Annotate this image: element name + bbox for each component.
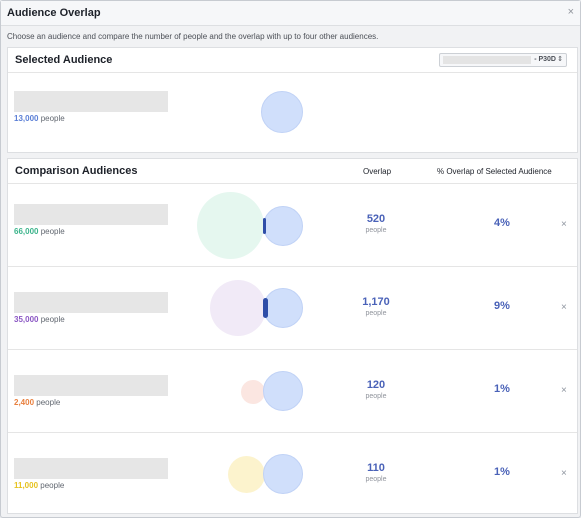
audience-count: 2,400 people [14,398,60,407]
audience-count: 35,000 people [14,315,65,324]
comparison-audiences-panel: Comparison Audiences Overlap % Overlap o… [7,158,578,514]
audience-count: 11,000 people [14,481,64,490]
audience-count-value: 11,000 [14,481,39,490]
overlap-unit: people [365,393,387,400]
audience-name-redacted [14,458,168,479]
selected-audience-circle [263,454,303,494]
selected-count-value: 13,000 [14,114,39,123]
audience-name-redacted [14,375,168,396]
audience-count-unit: people [40,227,65,236]
overlap-percent: 1% [494,383,510,395]
period-label: - P30D [534,56,556,63]
audience-count-value: 66,000 [14,227,39,236]
remove-audience-icon[interactable]: × [561,219,567,230]
audience-count-unit: people [36,398,61,407]
overlap-unit: people [365,310,387,317]
close-icon[interactable]: × [567,6,574,18]
selected-count-unit: people [40,114,65,123]
overlap-count: 520 [366,213,386,225]
overlap-count: 110 [367,462,385,474]
overlap-unit: people [365,227,387,234]
pct-overlap-column-header: % Overlap of Selected Audience [437,167,552,176]
comparison-row: 11,000 people 110 people 1% × [8,432,577,515]
audience-name-redacted [14,292,168,313]
dialog-title-bar: Audience Overlap × [1,1,580,26]
selected-audience-name-redacted [14,91,168,112]
remove-audience-icon[interactable]: × [561,468,567,479]
selected-audience-circle [261,91,303,133]
comparison-audience-circle [241,380,265,404]
selected-audience-circle [263,206,303,246]
comparison-title: Comparison Audiences [15,165,138,177]
dialog-subtitle: Choose an audience and compare the numbe… [7,32,379,41]
dialog-title: Audience Overlap [7,7,101,19]
overlap-percent: 1% [494,466,510,478]
overlap-count: 120 [366,379,386,391]
audience-count-value: 2,400 [14,398,35,407]
selected-audience-panel: Selected Audience - P30D ⇕ 13,000 people [7,47,578,153]
audience-name-placeholder [443,56,531,64]
comparison-row: 66,000 people 520 people 4% × [8,183,577,266]
overlap-percent: 4% [494,217,510,229]
overlap-count: 1,170 [362,296,390,308]
selected-audience-circle [263,288,303,328]
overlap-sliver [263,298,268,318]
audience-name-redacted [14,204,168,225]
select-arrows-icon: ⇕ [557,56,563,63]
selected-audience-header: Selected Audience - P30D ⇕ [8,48,577,73]
overlap-sliver [263,218,266,234]
audience-count: 66,000 people [14,227,65,236]
audience-count-unit: people [40,315,65,324]
audience-count-unit: people [40,481,65,490]
selected-audience-title: Selected Audience [15,54,113,66]
comparison-row: 35,000 people 1,170 people 9% × [8,266,577,349]
comparison-row: 2,400 people 120 people 1% × [8,349,577,432]
remove-audience-icon[interactable]: × [561,302,567,313]
audience-period-select[interactable]: - P30D ⇕ [439,53,567,67]
comparison-audience-circle [228,456,265,493]
overlap-percent: 9% [494,300,510,312]
audience-count-value: 35,000 [14,315,39,324]
selected-audience-count: 13,000 people [14,114,65,123]
comparison-header: Comparison Audiences Overlap % Overlap o… [8,159,577,184]
overlap-unit: people [365,476,387,483]
selected-audience-circle [263,371,303,411]
remove-audience-icon[interactable]: × [561,385,567,396]
comparison-audience-circle [210,280,266,336]
overlap-column-header: Overlap [363,167,392,176]
comparison-audience-circle [197,192,264,259]
